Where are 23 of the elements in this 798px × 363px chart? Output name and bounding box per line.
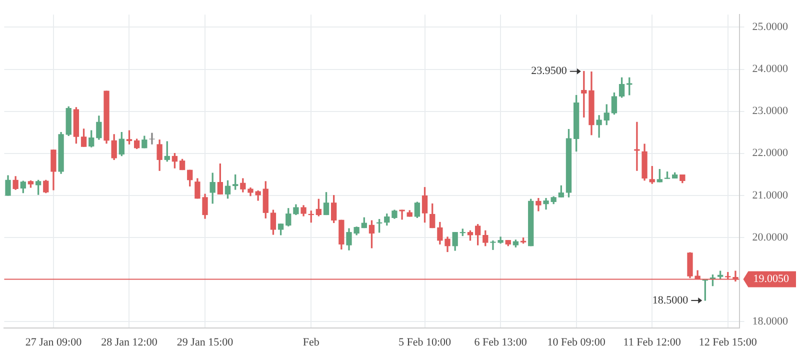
candlestick (596, 115, 602, 138)
y-tick-label: 22.0000 (752, 147, 788, 160)
y-tick-label: 24.0000 (752, 63, 788, 76)
x-tick-label: 6 Feb 13:00 (474, 336, 528, 348)
candlestick (634, 122, 640, 171)
x-tick-label: 27 Jan 09:00 (25, 336, 82, 348)
y-tick-label: 25.0000 (752, 21, 788, 34)
x-tick-label: 5 Feb 10:00 (398, 336, 452, 348)
candlestick (399, 210, 405, 220)
annotation: 18.5000 (652, 294, 689, 306)
x-tick-label: 29 Jan 15:00 (176, 336, 234, 348)
annotation: 23.9500 (531, 65, 568, 78)
x-tick-label: 28 Jan 12:00 (101, 336, 158, 348)
x-tick-label: 12 Feb 15:00 (698, 336, 758, 348)
y-tick-label: 20.0000 (752, 231, 788, 244)
y-tick-label: 21.0000 (752, 189, 788, 202)
y-tick-label: 18.0000 (752, 315, 788, 328)
candlestick (149, 132, 155, 144)
x-tick-label: 11 Feb 12:00 (623, 336, 682, 348)
y-tick-label: 23.0000 (752, 105, 788, 118)
x-tick-label: 10 Feb 09:00 (547, 336, 606, 348)
ref-line-label: 19.0050 (753, 273, 790, 286)
x-tick-label: Feb (302, 336, 320, 348)
